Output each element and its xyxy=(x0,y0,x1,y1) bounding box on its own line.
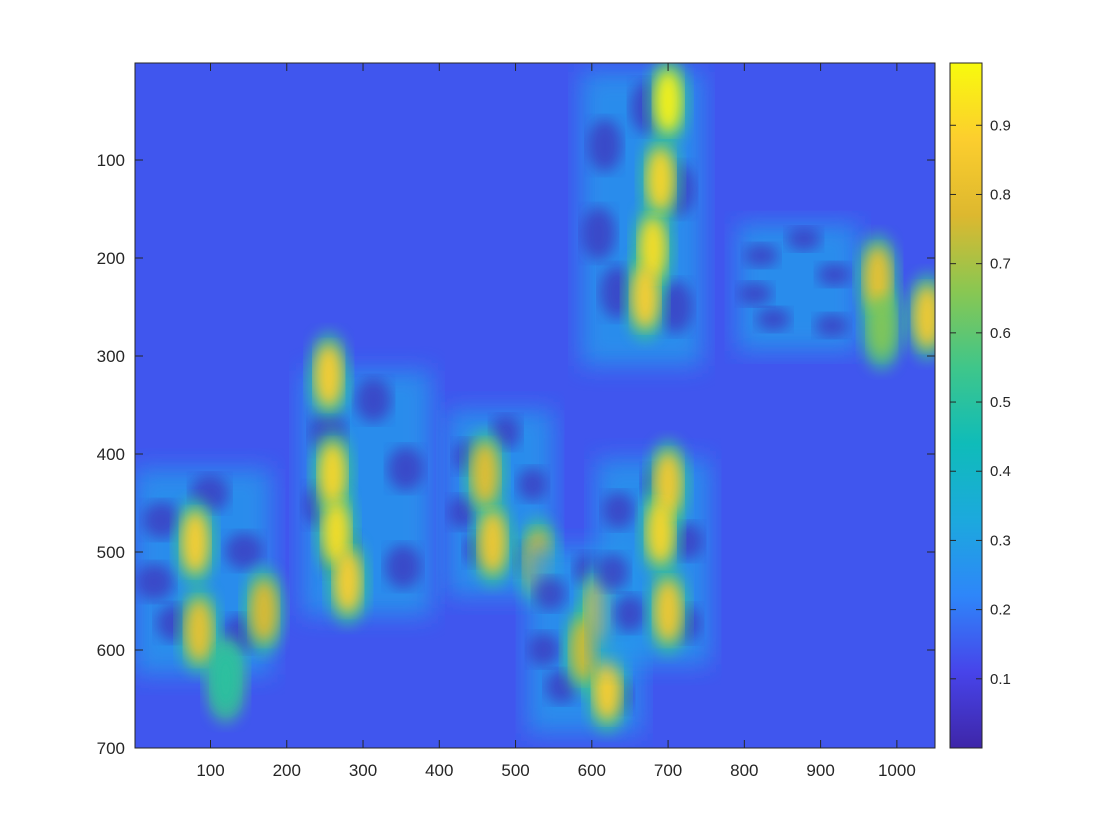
region-dark-spot xyxy=(613,594,646,632)
x-tick-label: 900 xyxy=(806,761,834,780)
region-core xyxy=(314,344,343,407)
colorbar-tick-label: 0.6 xyxy=(990,325,1011,342)
region-dark-spot xyxy=(602,491,635,529)
heatmap-region xyxy=(302,331,432,626)
colorbar-tick-label: 0.5 xyxy=(990,394,1011,411)
y-tick-label: 100 xyxy=(97,151,125,170)
region-dark-spot xyxy=(355,378,392,423)
region-dark-spot xyxy=(756,307,791,331)
region-dark-spot xyxy=(384,544,422,589)
region-core xyxy=(570,618,598,682)
colorbar-tick-label: 0.4 xyxy=(990,463,1011,480)
plot-frame xyxy=(134,62,936,749)
x-axis: 100 200 300 400 500 600 700 800 900 1000 xyxy=(196,63,916,780)
region-dark-spot xyxy=(658,280,693,334)
region-dark-spot xyxy=(814,314,849,338)
region-core xyxy=(250,579,278,643)
x-tick-label: 100 xyxy=(196,761,224,780)
region-dark-spot xyxy=(737,282,773,306)
x-tick-label: 600 xyxy=(578,761,606,780)
x-tick-label: 700 xyxy=(654,761,682,780)
region-dark-spot xyxy=(517,467,548,502)
colorbar: 0.1 0.2 0.3 0.4 0.5 0.6 0.7 0.8 0.9 xyxy=(949,62,1011,749)
region-core xyxy=(334,550,362,613)
plot-area xyxy=(134,62,936,749)
region-core xyxy=(867,295,896,358)
x-tick-label: 1000 xyxy=(878,761,916,780)
heatmap-region xyxy=(135,468,286,724)
region-core xyxy=(639,216,667,280)
region-dark-spot xyxy=(596,553,629,591)
y-tick-label: 500 xyxy=(97,543,125,562)
region-core xyxy=(631,265,659,329)
y-tick-label: 400 xyxy=(97,445,125,464)
region-core xyxy=(318,442,347,505)
region-core xyxy=(471,442,499,505)
region-core xyxy=(593,657,621,721)
x-tick-label: 200 xyxy=(273,761,301,780)
region-core xyxy=(913,285,935,349)
x-tick-label: 800 xyxy=(730,761,758,780)
region-core xyxy=(181,510,209,574)
region-dark-spot xyxy=(817,263,852,287)
region-dark-spot xyxy=(581,207,616,260)
colorbar-tick-label: 0.3 xyxy=(990,532,1011,549)
colorbar-gradient xyxy=(949,62,983,749)
region-core xyxy=(864,246,892,309)
region-core xyxy=(322,501,351,564)
colorbar-tick-label: 0.7 xyxy=(990,256,1011,273)
colorbar-tick-label: 0.1 xyxy=(990,671,1011,688)
region-dark-spot xyxy=(744,244,779,268)
y-axis: 100 200 300 400 500 600 700 xyxy=(97,151,935,758)
x-tick-label: 400 xyxy=(425,761,453,780)
colorbar-tick-label: 0.8 xyxy=(990,186,1011,203)
y-tick-label: 700 xyxy=(97,739,125,758)
heatmap-region xyxy=(595,439,711,665)
y-tick-label: 300 xyxy=(97,347,125,366)
region-core xyxy=(646,501,675,564)
colorbar-tick-label: 0.9 xyxy=(990,117,1011,134)
x-tick-label: 300 xyxy=(349,761,377,780)
region-core xyxy=(212,648,240,711)
y-tick-label: 600 xyxy=(97,641,125,660)
x-tick-label: 500 xyxy=(501,761,529,780)
region-core xyxy=(646,148,675,211)
region-dark-spot xyxy=(224,532,264,570)
region-core xyxy=(478,510,507,574)
region-core xyxy=(654,452,682,515)
region-dark-spot xyxy=(786,227,821,251)
region-dark-spot xyxy=(528,632,561,667)
region-core xyxy=(654,579,682,643)
region-core xyxy=(654,69,682,133)
region-dark-spot xyxy=(533,576,566,611)
heatmap-region xyxy=(580,63,703,366)
heatmap-region xyxy=(736,223,935,371)
region-core xyxy=(185,599,213,662)
region-dark-spot xyxy=(142,501,181,539)
region-dark-spot xyxy=(587,118,622,172)
colorbar-tick-label: 0.2 xyxy=(990,602,1011,619)
region-dark-spot xyxy=(135,563,175,601)
region-dark-spot xyxy=(387,446,424,491)
heatmap-region xyxy=(446,409,560,606)
y-tick-label: 200 xyxy=(97,249,125,268)
